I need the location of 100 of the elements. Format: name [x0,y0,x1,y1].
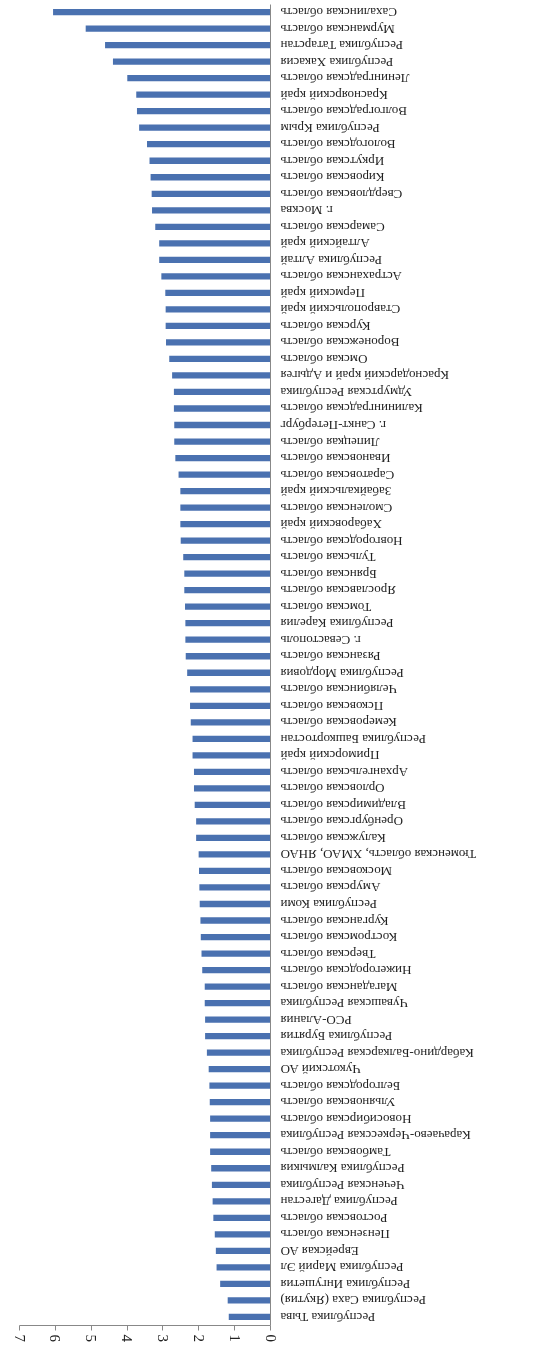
bar [200,933,270,941]
bar [220,1280,270,1288]
bar [201,950,270,957]
y-tick-label: РСО-Алания [280,1012,352,1028]
bar [187,669,270,676]
y-tick-label: Курская область [280,318,371,334]
y-tick-label: Республика Калмыкия [280,1161,405,1177]
y-tick-label: Ленинградская область [280,71,410,87]
bar [190,702,270,709]
y-tick-label: Республика Тыва [280,1309,376,1325]
y-tick-label: Чукотский АО [280,1062,361,1078]
bar [206,1049,270,1056]
y-tick-label: Республика Марий Эл [280,1260,404,1276]
y-tick-label: Орловская область [280,781,385,797]
bar [204,999,270,1007]
bar [209,1099,270,1106]
y-tick-label: Архангельская область [280,764,409,780]
y-tick-label: Республика Мордовия [280,665,404,681]
bar [209,1082,270,1089]
y-tick-label: Республика Саха (Якутия) [280,1293,426,1309]
bar [205,1032,270,1040]
bar [215,1247,270,1254]
y-tick-label: Липецкая область [280,434,380,450]
bar [178,471,270,478]
bar [136,91,270,98]
bar [185,603,270,610]
y-tick-label: Ярославская область [280,583,396,599]
bar [185,620,270,627]
y-tick-label: Чувашская Республика [280,996,408,1012]
y-tick-label: Оренбургская область [280,814,403,830]
bar [112,58,270,65]
y-tick-label: Амурская область [280,880,381,896]
y-tick-label: Московская область [280,863,392,879]
y-tick-label: Тульская область [280,550,376,566]
bar [193,768,270,775]
y-tick-label: Тюменская область, ХМАО, ЯНАО [280,847,476,863]
y-tick-label: Тамбовская область [280,1144,391,1160]
y-tick-label: Владимирская область [280,797,406,813]
y-tick-label: Нижегородская область [280,963,412,979]
bar [190,686,270,693]
bar [150,174,270,181]
y-tick-label: Курганская область [280,913,389,929]
bar [199,884,270,891]
bar [166,339,270,346]
bar [211,1165,270,1172]
y-tick-label: Забайкальский край [280,484,392,500]
bar [147,141,270,148]
y-tick-label: г. Севастополь [280,632,361,648]
x-tick-label: 1 [226,1334,243,1342]
bar [165,289,270,297]
bar [155,223,270,230]
bar [214,1231,270,1238]
y-tick-label: Кемеровская область [280,715,397,731]
y-tick-label: Томская область [280,599,372,615]
bar [194,801,270,809]
y-tick-label: Ивановская область [280,451,391,467]
bar [136,108,270,115]
y-tick-label: Республика Башкортостан [280,731,426,747]
y-tick-label: Брянская область [280,566,377,582]
y-tick-label: г. Москва [280,203,333,219]
x-tick-label: 3 [154,1334,171,1342]
y-tick-label: Сахалинская область [280,5,397,21]
bar [173,405,270,412]
bar [204,983,270,990]
bar [216,1264,270,1271]
y-tick-label: Республика Карелия [280,616,394,632]
y-tick-label: Краснодарский край и Адыгея [280,368,450,384]
bar [174,438,270,445]
bar [183,554,270,561]
y-tick-label: Магаданская область [280,979,398,995]
y-tick-label: Республика Ингушетия [280,1276,411,1292]
bar [184,587,270,594]
y-tick-label: Ставропольский край [280,302,401,318]
bar [205,1016,270,1023]
bar [190,719,270,726]
y-tick-label: Омская область [280,351,368,367]
bar [210,1132,270,1139]
bar [208,1066,270,1073]
bar [210,1115,270,1122]
bar [165,322,270,330]
bar [159,256,270,263]
y-tick-label: Воронежская область [280,335,400,351]
y-tick-label: Республика Алтай [280,252,383,268]
bar [180,520,270,528]
y-tick-label: Чеченская Республика [280,1177,405,1193]
y-tick-label: Мурманская область [280,21,395,37]
x-tick-label: 0 [262,1334,279,1342]
bar [180,487,270,495]
bar [180,537,270,544]
bar [139,124,270,131]
y-tick-label: Приморский край [280,748,380,764]
bar [200,917,270,924]
bar [175,454,270,462]
bar [185,636,270,643]
y-tick-label: Еврейская АО [280,1243,359,1259]
bar [184,570,270,577]
bar [149,157,270,164]
y-tick-label: Республика Коми [280,896,378,912]
bar [199,867,270,875]
bar [85,25,270,32]
